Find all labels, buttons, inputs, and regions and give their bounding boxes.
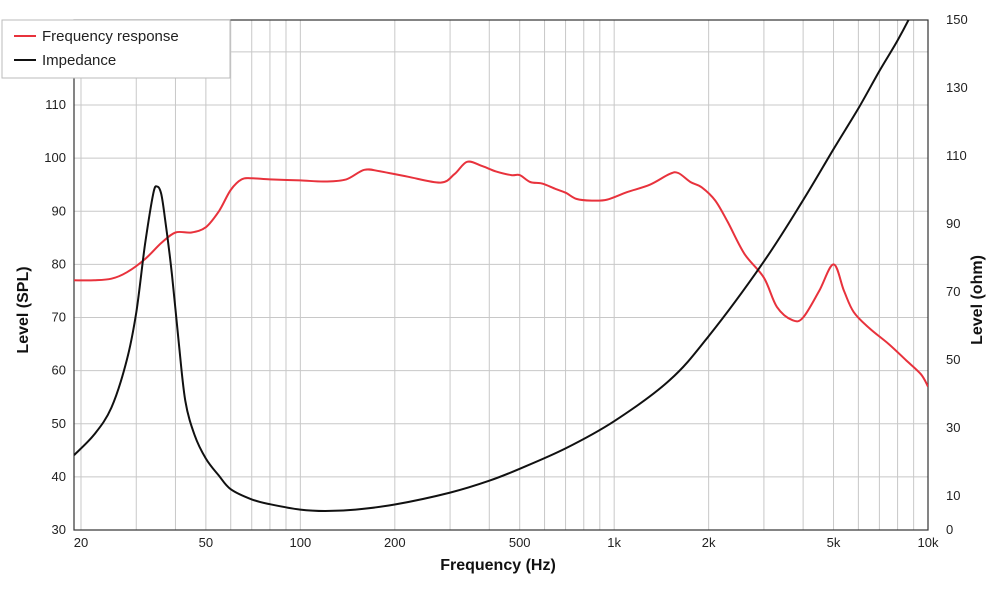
y-left-tick-label: 70 (52, 310, 66, 325)
x-tick-label: 1k (607, 535, 621, 550)
y-right-tick-label: 10 (946, 488, 960, 503)
y-left-tick-label: 110 (45, 97, 66, 112)
y-left-tick-label: 60 (52, 363, 66, 378)
y-left-tick-label: 40 (52, 469, 66, 484)
tick-labels: 20 50 100 200 500 1k 2k 5k 10k304050607080901001… (44, 12, 967, 550)
y-right-tick-label: 130 (946, 80, 968, 95)
y-left-tick-label: 80 (52, 256, 66, 271)
y-right-tick-label: 110 (946, 148, 967, 163)
y-right-tick-label: 90 (946, 216, 960, 231)
x-tick-label: 200 (384, 535, 406, 550)
x-tick-label: 20 (74, 535, 88, 550)
y-right-tick-label: 70 (946, 284, 960, 299)
y-left-tick-label: 30 (52, 522, 66, 537)
y-left-tick-label: 50 (52, 416, 66, 431)
grid (74, 20, 929, 531)
legend-label-impedance: Impedance (42, 52, 116, 69)
y-left-tick-label: 100 (44, 150, 66, 165)
x-axis-title: Frequency (Hz) (440, 557, 556, 574)
y-right-tick-label: 0 (946, 522, 953, 537)
plot-frame (73, 19, 929, 531)
y-right-tick-label: 150 (946, 12, 968, 27)
series-layer (74, 20, 928, 512)
y-axis-right-title: Level (ohm) (969, 255, 986, 345)
x-tick-label: 100 (289, 535, 311, 550)
x-tick-label: 500 (509, 535, 531, 550)
y-left-tick-label: 90 (52, 203, 66, 218)
y-axis-left-title: Level (SPL) (15, 266, 32, 353)
y-right-tick-label: 50 (946, 352, 960, 367)
x-tick-label: 10k (918, 535, 939, 550)
frequency-response-curve (74, 160, 928, 388)
x-tick-label: 50 (199, 535, 213, 550)
x-tick-label: 5k (827, 535, 841, 550)
legend-box (1, 19, 231, 79)
legend-label-frequency-response: Frequency response (42, 28, 179, 45)
legend: Frequency response Impedance (1, 19, 231, 79)
x-tick-label: 2k (702, 535, 716, 550)
y-right-tick-label: 30 (946, 420, 960, 435)
impedance-curve (74, 20, 910, 512)
